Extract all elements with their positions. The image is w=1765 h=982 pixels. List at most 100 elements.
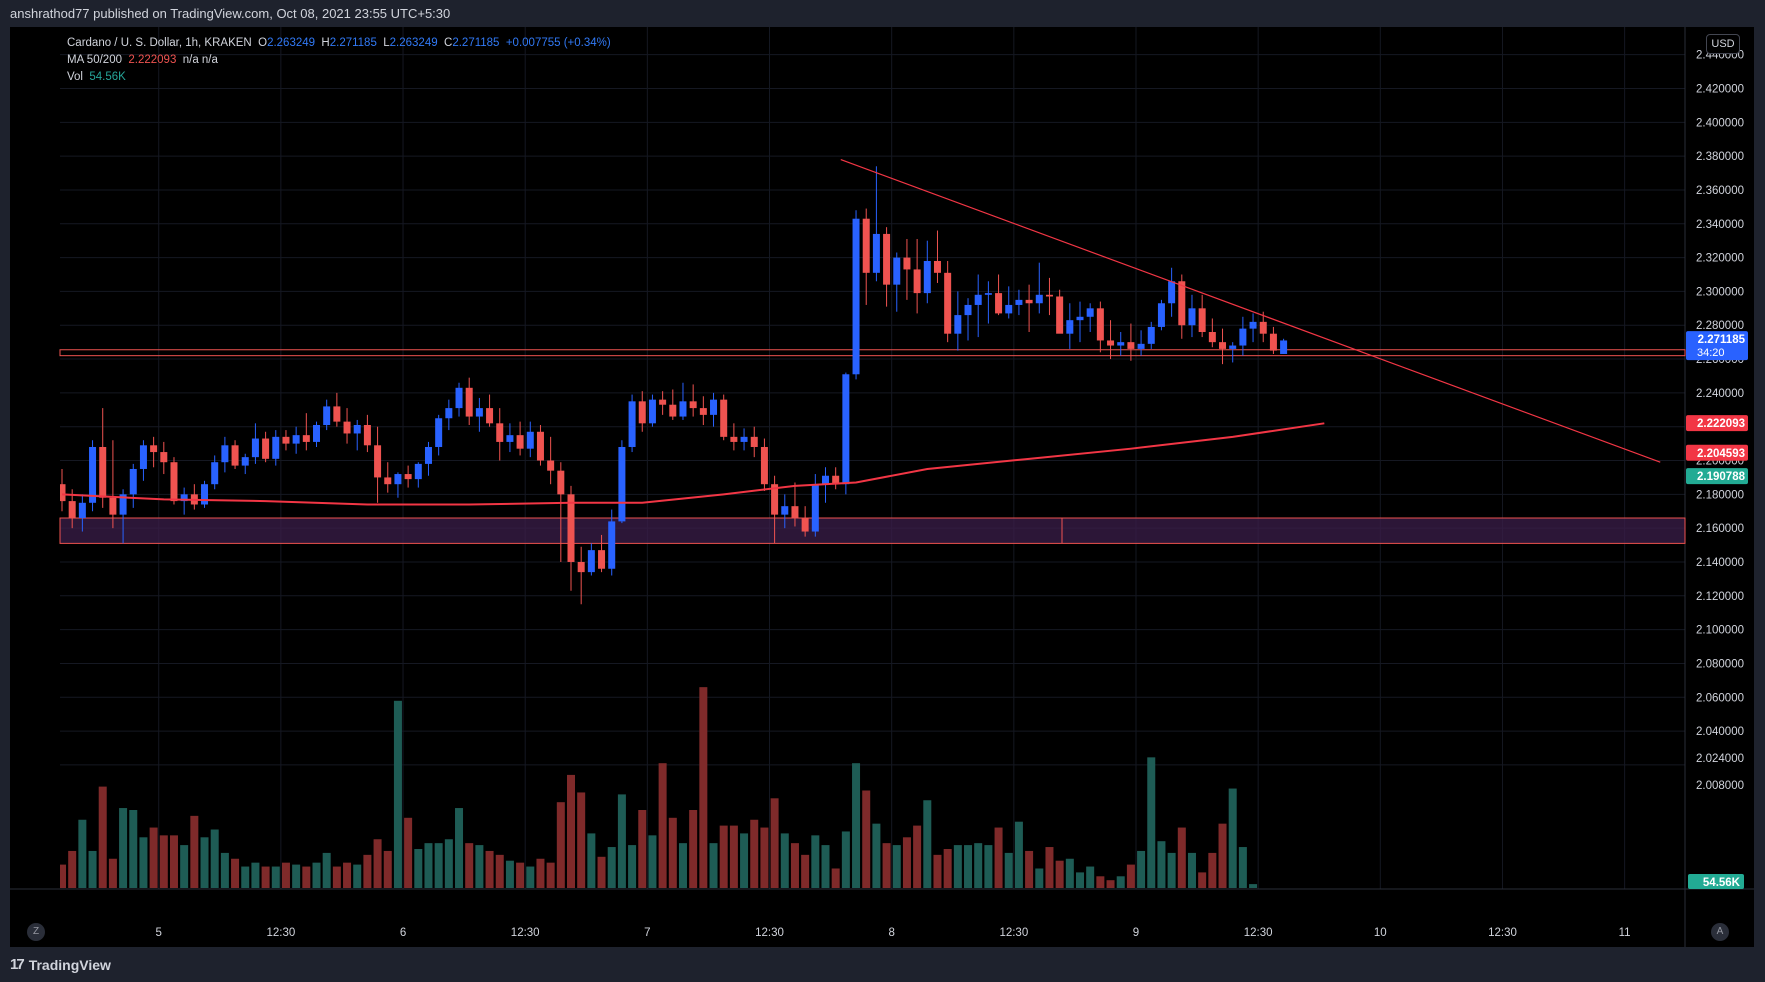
volume-bar (933, 854, 942, 888)
volume-bar (923, 800, 932, 888)
price-tick-label: 2.400000 (1696, 117, 1744, 129)
candle-body (771, 484, 779, 515)
candle-body (832, 475, 840, 485)
candle-body (903, 257, 911, 270)
close-label: C (444, 37, 453, 49)
candle-body (221, 445, 229, 463)
candle-body (292, 435, 300, 444)
candle-body (414, 463, 422, 480)
volume-bar (740, 833, 749, 888)
candle-body (557, 470, 565, 495)
candle-body (638, 401, 646, 424)
candle-body (791, 506, 799, 519)
candle-body (60, 484, 66, 502)
candle-body (231, 445, 239, 466)
volume-bar (1126, 864, 1135, 888)
price-tick-label: 2.240000 (1696, 388, 1744, 400)
candle-body (1045, 294, 1053, 297)
volume-bar (801, 854, 810, 888)
candle-body (435, 418, 443, 447)
volume-bar (1055, 860, 1064, 888)
volume-bar (180, 845, 189, 888)
candle-body (211, 462, 219, 485)
legend: Cardano / U. S. Dollar, 1h, KRAKEN O2.26… (67, 35, 611, 86)
candle-body (923, 260, 931, 294)
candle-body (1198, 308, 1206, 333)
candle-body (862, 218, 870, 273)
log-scale-button[interactable]: Z (27, 923, 45, 941)
candle-body (872, 233, 880, 273)
candle-body (1076, 316, 1084, 321)
symbol-title: Cardano / U. S. Dollar, 1h, KRAKEN (67, 37, 252, 49)
price-label-text: 2.204593 (1697, 448, 1745, 460)
vol-value: 54.56K (89, 71, 126, 83)
volume-bar (1157, 841, 1166, 888)
volume-bar (1116, 876, 1125, 888)
price-label-text: 2.222093 (1697, 418, 1745, 430)
candle-body (1117, 342, 1125, 346)
volume-bar (628, 845, 637, 888)
tradingview-brand[interactable]: 17 TradingView (10, 956, 111, 973)
change-value: +0.007755 (+0.34%) (505, 37, 611, 49)
price-tick-label: 2.024000 (1696, 753, 1744, 765)
candle-body (170, 462, 178, 502)
candle-body (587, 550, 595, 573)
candle-body (1208, 332, 1216, 343)
volume-bar (1065, 858, 1074, 888)
candle-body (404, 474, 412, 480)
candle-body (241, 457, 249, 466)
volume-bar (210, 829, 219, 888)
price-tick-label: 2.100000 (1696, 625, 1744, 637)
volume-bar (1167, 852, 1176, 888)
volume-bar (231, 858, 240, 888)
candle-body (1147, 326, 1155, 344)
volume-bar (567, 774, 575, 888)
candle-body (1157, 303, 1165, 327)
volume-bar (292, 864, 301, 888)
volume-bar (414, 849, 423, 888)
candle-body (842, 374, 850, 485)
volume-bar (862, 790, 871, 888)
time-tick-label: 12:30 (755, 927, 784, 939)
legend-row-ma: MA 50/200 2.222093 n/a n/a (67, 52, 611, 69)
volume-bar (353, 864, 362, 888)
candle-body (333, 406, 341, 422)
volume-bar (251, 862, 260, 888)
candle-body (496, 423, 504, 442)
candle-body (150, 445, 158, 453)
descending-trendline (840, 158, 1661, 463)
volume-bar (363, 854, 372, 888)
volume-bar (984, 845, 993, 888)
candle-body (679, 401, 687, 417)
chart-frame[interactable] (10, 27, 1754, 947)
candle-body (251, 438, 259, 458)
volume-bar (750, 819, 759, 888)
volume-bar (200, 837, 209, 888)
volume-bar (526, 866, 535, 888)
open-label: O (258, 37, 268, 49)
volume-bar (404, 817, 413, 888)
volume-bar (1208, 852, 1217, 888)
currency-button[interactable]: USD (1706, 34, 1740, 54)
volume-bar (455, 808, 464, 888)
candle-body (577, 561, 585, 573)
price-label-bg (1686, 331, 1748, 361)
candle-body (750, 436, 758, 447)
candle-body (883, 233, 891, 285)
volume-bar (1014, 821, 1023, 888)
volume-bar (159, 835, 168, 888)
candle-body (272, 436, 280, 459)
candle-body (608, 521, 616, 569)
auto-scale-button[interactable]: A (1711, 923, 1729, 941)
volume-bar (831, 868, 840, 888)
volume-bar (241, 866, 250, 888)
candle-body (1107, 340, 1115, 346)
ma-extra: n/a n/a (182, 54, 218, 66)
candle-body (1178, 281, 1186, 326)
candle-body (353, 425, 361, 434)
header-bar: anshrathod77 published on TradingView.co… (0, 0, 1765, 27)
volume-bar (1096, 876, 1105, 888)
candle-body (1005, 304, 1013, 314)
candle-body (913, 269, 921, 294)
